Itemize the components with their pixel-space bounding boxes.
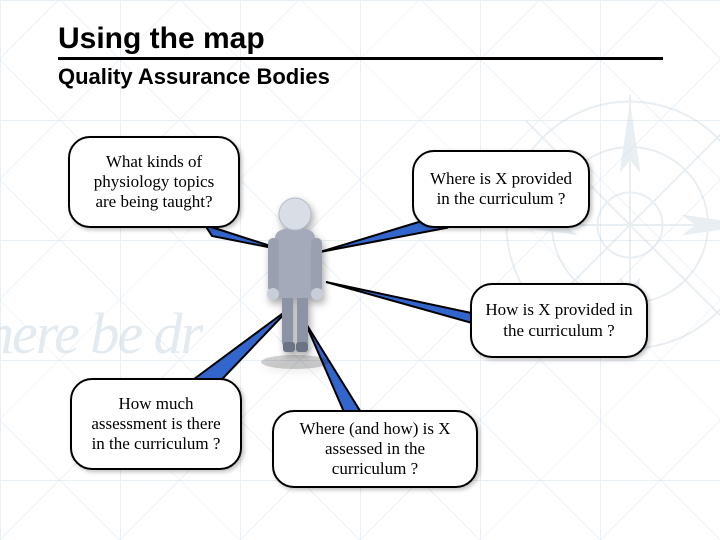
bubble-what-topics: What kinds of physiology topics are bein… (68, 136, 240, 228)
bubble-text: How is X provided in the curriculum ? (484, 300, 634, 340)
person-icon (250, 190, 340, 370)
bubble-where-assessed: Where (and how) is X assessed in the cur… (272, 410, 478, 488)
bubble-how-much-assessment: How much assessment is there in the curr… (70, 378, 242, 470)
bubble-where-provided: Where is X provided in the curriculum ? (412, 150, 590, 228)
bubble-text: What kinds of physiology topics are bein… (82, 152, 226, 212)
bubble-text: Where is X provided in the curriculum ? (426, 169, 576, 209)
bubble-text: How much assessment is there in the curr… (84, 394, 228, 454)
bubble-text: Where (and how) is X assessed in the cur… (286, 419, 464, 479)
bubble-how-provided: How is X provided in the curriculum ? (470, 283, 648, 358)
